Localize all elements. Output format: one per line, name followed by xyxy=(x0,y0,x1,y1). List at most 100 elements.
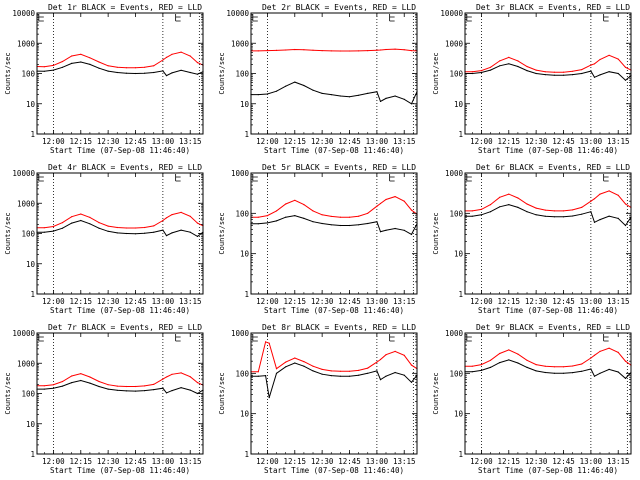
data-point-events xyxy=(376,91,378,93)
data-point-events xyxy=(499,65,501,67)
data-point-events xyxy=(321,92,323,94)
data-point-lld xyxy=(499,352,501,355)
data-point-events xyxy=(517,362,519,364)
y-tick-label: 10 xyxy=(26,420,36,429)
y-tick-label: 1 xyxy=(244,130,249,139)
data-point-lld xyxy=(394,48,396,50)
data-point-lld xyxy=(617,58,619,60)
data-point-events xyxy=(499,362,501,364)
data-point-events xyxy=(266,222,268,224)
data-point-lld xyxy=(165,217,168,219)
data-point-events xyxy=(266,93,268,95)
data-point-events xyxy=(581,213,583,215)
data-point-lld xyxy=(61,380,64,383)
y-tick-label: 1 xyxy=(244,450,249,459)
x-tick-label: 12:00 xyxy=(42,457,65,466)
data-point-events xyxy=(376,370,378,372)
data-point-lld xyxy=(394,350,396,352)
data-point-lld xyxy=(171,214,173,216)
series-line-lld xyxy=(251,48,418,52)
panel-det-8: Det 8r BLACK = Events, RED = LLD 1 10 100 10… xyxy=(218,323,418,475)
data-point-lld xyxy=(125,227,127,229)
x-tick-label: 12:00 xyxy=(256,457,279,466)
x-tick-label: 12:30 xyxy=(525,297,548,306)
data-point-lld xyxy=(608,190,610,192)
interval-marker xyxy=(175,174,181,182)
data-point-lld xyxy=(526,359,528,361)
x-tick-label: 12:45 xyxy=(552,297,575,306)
data-point-events xyxy=(189,71,191,74)
x-tick-label: 13:00 xyxy=(152,137,175,146)
data-point-events xyxy=(196,392,199,395)
y-tick-label: 10 xyxy=(454,410,464,419)
data-point-lld xyxy=(562,210,565,212)
data-point-lld xyxy=(71,375,73,377)
x-axis-label: Start Time (07-Sep-08 11:46:40) xyxy=(264,146,404,155)
data-point-events xyxy=(608,215,610,217)
data-point-events xyxy=(80,219,82,222)
data-point-events xyxy=(171,390,173,392)
data-point-lld xyxy=(144,226,146,229)
series-line-events xyxy=(251,81,418,105)
data-point-lld xyxy=(480,208,482,210)
data-point-events xyxy=(471,72,473,75)
data-point-lld xyxy=(89,376,91,378)
data-point-events xyxy=(71,62,73,64)
y-axis-label: Counts/sec xyxy=(432,372,440,414)
data-point-events xyxy=(330,224,332,226)
data-point-lld xyxy=(71,216,73,218)
data-point-lld xyxy=(599,58,601,61)
data-point-events xyxy=(61,385,64,387)
data-point-lld xyxy=(268,342,270,344)
data-point-lld xyxy=(617,351,619,353)
x-axis-label: Start Time (07-Sep-08 11:46:40) xyxy=(50,306,190,315)
data-point-events xyxy=(599,74,601,76)
data-point-events xyxy=(294,362,296,364)
x-tick-label: 13:00 xyxy=(366,297,389,306)
x-tick-label: 12:45 xyxy=(552,457,575,466)
series-line-lld xyxy=(37,372,204,387)
data-point-events xyxy=(196,235,199,237)
data-point-lld xyxy=(385,198,387,201)
data-point-events xyxy=(572,372,574,374)
data-point-lld xyxy=(526,203,528,205)
data-point-lld xyxy=(624,360,627,362)
data-point-events xyxy=(480,71,482,74)
data-point-events xyxy=(165,75,168,77)
data-point-events xyxy=(471,371,473,373)
data-point-events xyxy=(593,76,596,78)
data-point-events xyxy=(43,70,45,72)
data-point-lld xyxy=(358,369,360,371)
plot-frame xyxy=(250,332,418,455)
data-point-lld xyxy=(508,349,510,351)
x-tick-label: 12:45 xyxy=(124,137,147,146)
data-point-lld xyxy=(116,385,118,387)
chart-title: Det 1r BLACK = Events, RED = LLD xyxy=(48,3,202,12)
x-tick-label: 13:15 xyxy=(393,297,416,306)
data-point-events xyxy=(624,377,627,379)
interval-marker xyxy=(38,174,44,182)
data-point-events xyxy=(385,229,387,231)
data-point-lld xyxy=(162,219,164,222)
x-tick-label: 12:30 xyxy=(311,457,334,466)
x-tick-label: 12:15 xyxy=(497,457,520,466)
data-point-lld xyxy=(134,227,137,229)
data-point-lld xyxy=(116,226,118,229)
interval-marker xyxy=(252,334,258,342)
data-point-events xyxy=(553,372,556,374)
data-point-lld xyxy=(180,51,182,53)
x-axis-label: Start Time (07-Sep-08 11:46:40) xyxy=(264,306,404,315)
data-point-lld xyxy=(266,50,268,52)
data-point-events xyxy=(617,217,619,219)
x-tick-label: 12:15 xyxy=(69,457,92,466)
data-point-events xyxy=(385,375,387,377)
data-point-lld xyxy=(535,207,537,209)
data-point-lld xyxy=(107,65,109,67)
data-point-lld xyxy=(98,380,100,383)
data-point-events xyxy=(162,70,164,72)
data-point-lld xyxy=(98,222,100,224)
y-tick-label: 1 xyxy=(458,290,463,299)
panel-det-7: Det 7r BLACK = Events, RED = LLD 1 10 100 10… xyxy=(4,323,204,475)
y-tick-label: 1 xyxy=(458,450,463,459)
data-point-lld xyxy=(257,50,259,52)
